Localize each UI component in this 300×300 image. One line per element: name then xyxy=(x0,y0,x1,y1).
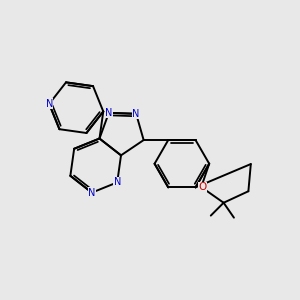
Text: N: N xyxy=(105,108,112,118)
Text: N: N xyxy=(113,177,121,188)
Text: N: N xyxy=(132,109,140,119)
Text: O: O xyxy=(199,182,207,192)
Text: N: N xyxy=(88,188,96,198)
Text: N: N xyxy=(46,99,53,109)
